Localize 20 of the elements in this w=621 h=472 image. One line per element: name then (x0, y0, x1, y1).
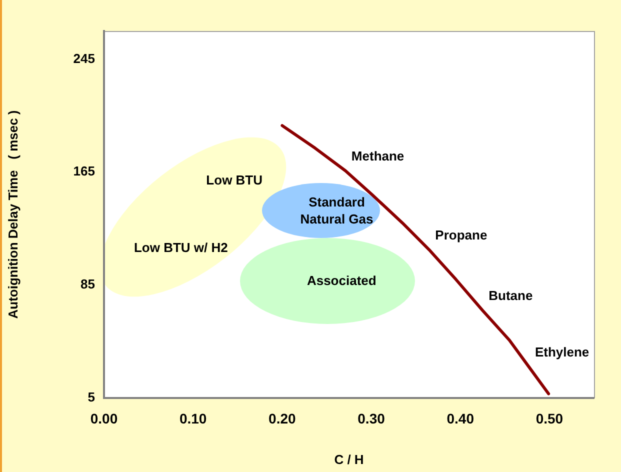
annotation: Ethylene (534, 344, 590, 360)
annotation: Associated (306, 273, 376, 288)
y-tick-label: 85 (80, 276, 95, 292)
annotation: Propane (435, 227, 488, 242)
y-axis-title: Autoignition Delay Time ( msec ) (5, 110, 20, 319)
y-tick-label: 245 (73, 50, 95, 66)
x-axis-title: C / H (334, 452, 364, 467)
x-tick-label: 0.30 (358, 410, 386, 426)
annotation: Standard Natural Gas (300, 194, 374, 226)
x-tick-label: 0.40 (446, 410, 474, 426)
y-tick-label: 165 (73, 164, 95, 179)
annotation: Low BTU w/ H2 (134, 240, 228, 255)
x-tick-label: 0.10 (179, 410, 207, 426)
x-tick-label: 0.20 (268, 410, 296, 426)
annotation: Methane (351, 148, 404, 164)
y-tick-label: 5 (88, 390, 95, 405)
annotation: Butane (488, 288, 533, 304)
annotation: Low BTU (206, 172, 263, 188)
x-tick-label: 0.00 (90, 410, 118, 426)
x-tick-label: 0.50 (536, 410, 564, 426)
